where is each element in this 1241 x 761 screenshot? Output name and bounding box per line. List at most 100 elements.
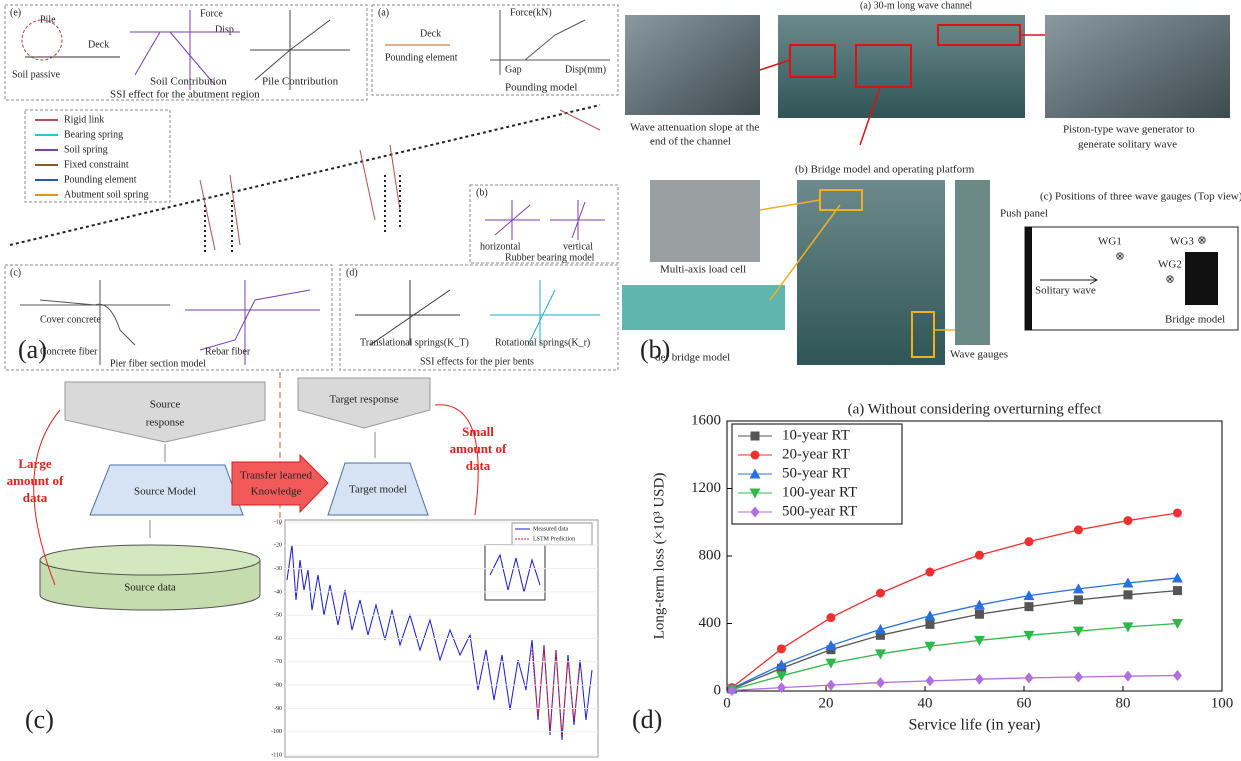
bearing-curves: [485, 200, 605, 240]
legend-label: 500-year RT: [782, 503, 857, 519]
pounding-element-label: Pounding element: [385, 52, 458, 63]
target-model: Target model: [349, 484, 407, 496]
photo-girder: [622, 285, 785, 330]
inset-y-tick-label: -30: [274, 566, 282, 572]
inset-y-tick-label: -20: [274, 543, 282, 549]
marker: [1173, 586, 1182, 595]
panel-label: (d): [632, 705, 662, 734]
legend-label: Measured data: [533, 526, 568, 532]
bridge-block: [1185, 252, 1218, 305]
panel-label: (a): [18, 335, 47, 364]
marker: [1123, 590, 1132, 599]
box-label: (c): [10, 267, 21, 278]
marker: [975, 610, 984, 619]
box-title: SSI effects for the pier bents: [420, 356, 534, 367]
bridge-label: Bridge model: [1165, 314, 1225, 326]
solitary-label: Solitary wave: [1035, 285, 1096, 297]
wave-arrow: [1040, 276, 1097, 284]
y-axis-label: Long-term loss (×10³ USD): [651, 473, 667, 640]
push-panel: [1025, 227, 1032, 330]
box-label: (b): [476, 187, 488, 198]
box-label: (a): [378, 7, 389, 18]
marker: [1074, 595, 1083, 604]
pier-columns: [205, 175, 400, 255]
legend-label: 50-year RT: [782, 465, 850, 481]
marker: [1172, 572, 1183, 582]
legend-label: Rigid link: [64, 114, 104, 125]
gauge-label: WG1: [1098, 236, 1122, 248]
marker: [777, 644, 786, 653]
marker: [1024, 537, 1033, 546]
inset-y-tick-label: -80: [274, 682, 282, 688]
marker: [876, 677, 885, 688]
y-tick-label: 1200: [691, 480, 721, 496]
source-response: Source: [150, 399, 181, 411]
gauge-label: WG3: [1170, 236, 1194, 248]
target-response: Target response: [330, 394, 399, 406]
photo-load-cell: [650, 180, 760, 262]
transfer-arrow: [232, 455, 328, 512]
inset-y-tick-label: -60: [274, 636, 282, 642]
large-data: Large: [18, 456, 51, 471]
pile-label: Pile: [40, 14, 56, 25]
x-tick-label: 40: [918, 695, 933, 711]
box-title: Pounding model: [505, 82, 577, 94]
force-label: Force: [200, 8, 223, 19]
inset-y-tick-label: -70: [274, 659, 282, 665]
generator-caption: Piston-type wave generator to: [1063, 124, 1195, 136]
legend-label: 100-year RT: [782, 484, 857, 500]
inset-y-tick-label: -110: [271, 752, 282, 758]
small-data: data: [466, 458, 491, 473]
marker: [751, 451, 760, 460]
x-tick-label: 20: [819, 695, 834, 711]
cover-label: Cover concrete: [40, 314, 101, 325]
gauge-symbol: ⊗: [1165, 274, 1174, 286]
box-title: SSI effect for the abutment region: [110, 89, 260, 101]
inset-y-tick-label: -90: [274, 706, 282, 712]
box-label: (d): [346, 267, 358, 278]
force-label: Force(kN): [510, 7, 552, 18]
inset-y-tick-label: -50: [274, 613, 282, 619]
box-title: Pier fiber section model: [110, 358, 206, 369]
legend-label: Pounding element: [64, 174, 137, 185]
gauge-symbol: ⊗: [1197, 235, 1206, 247]
rebar-label: Rebar fiber: [205, 346, 251, 357]
translational-label: Translational springs(K_T): [360, 337, 469, 348]
slope-caption: end of the channel: [650, 136, 731, 148]
load-cell-caption: Multi-axis load cell: [660, 264, 746, 276]
series-line: [732, 675, 1177, 690]
translational-curve: [355, 280, 460, 345]
legend-label: Abutment soil spring: [64, 189, 148, 200]
inset-y-tick-label: -100: [271, 729, 282, 735]
marker: [925, 568, 934, 577]
horizontal-label: horizontal: [480, 241, 521, 252]
legend-label: LSTM Prediction: [533, 536, 575, 542]
transfer-label: Transfer learned: [240, 470, 312, 482]
legend-label: Fixed constraint: [64, 159, 129, 170]
gauge-symbol: ⊗: [1115, 251, 1124, 263]
pile-caption: Pile Contribution: [262, 76, 339, 88]
soil-label: Soil passive: [12, 69, 61, 80]
y-tick-label: 1600: [691, 412, 721, 428]
pile-circle: [22, 20, 62, 60]
legend-label: 20-year RT: [782, 446, 850, 462]
small-data: Small: [462, 424, 494, 439]
push-panel-label: Push panel: [1000, 208, 1048, 220]
chart-title: (a) Without considering overturning effe…: [848, 401, 1103, 417]
panel-label: (c): [25, 705, 54, 734]
marker: [1123, 516, 1132, 525]
small-data: amount of: [450, 441, 507, 456]
x-axis-label: Service life (in year): [909, 717, 1041, 734]
deck-label: Deck: [88, 39, 109, 50]
source-model: Source Model: [134, 486, 196, 498]
panel-c: Source response Source Model Source data…: [7, 372, 598, 758]
large-data: amount of: [7, 473, 64, 488]
deck-label: Deck: [420, 28, 441, 39]
marker: [925, 675, 934, 686]
panel-a: (e) Pile Deck Soil passive Force Disp So…: [5, 5, 618, 370]
photo-gauges: [955, 180, 990, 345]
y-tick-label: 0: [714, 682, 722, 698]
marker: [751, 432, 760, 441]
legend-label: Soil spring: [64, 144, 108, 155]
marker: [826, 680, 835, 691]
